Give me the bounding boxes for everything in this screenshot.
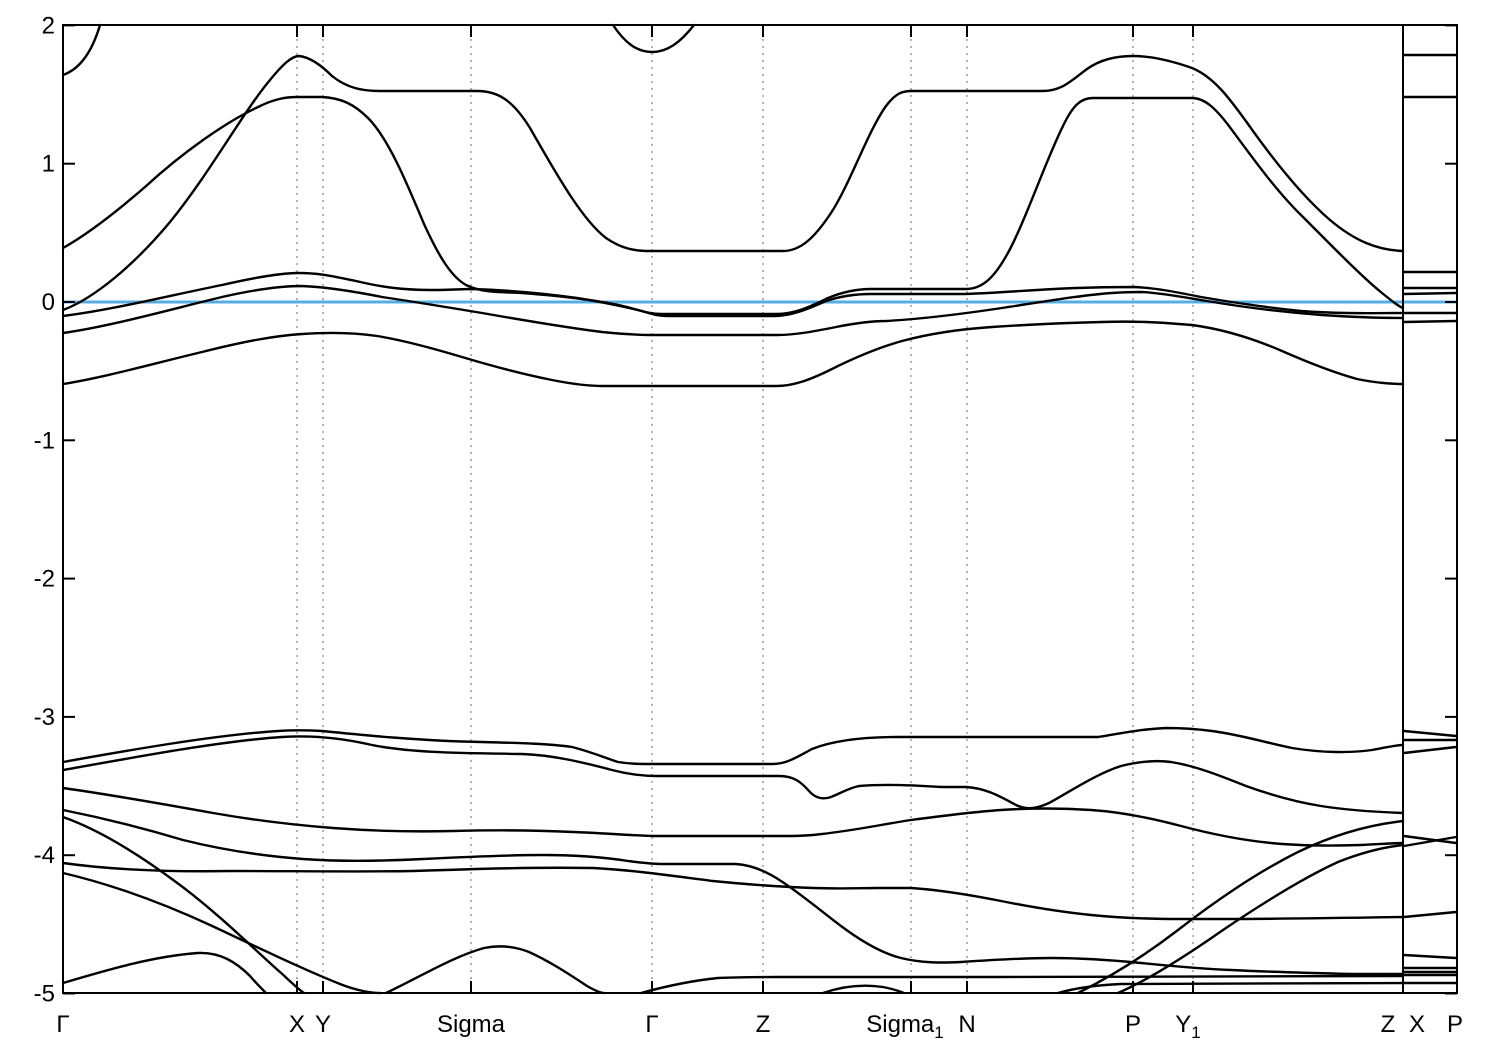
kpoint-label: Sigma1 — [866, 1011, 944, 1042]
kpoint-label: N — [958, 1011, 975, 1038]
band-path — [61, 23, 102, 77]
kpoint-label: P — [1125, 1011, 1141, 1038]
band-path — [821, 984, 906, 995]
band-path — [61, 320, 1405, 388]
side-band-segment — [1403, 319, 1457, 324]
y-axis-label: -3 — [34, 704, 55, 731]
kpoint-label: Sigma — [437, 1011, 506, 1038]
side-band-segment — [1403, 834, 1457, 845]
y-axis-label: -1 — [34, 427, 55, 454]
band-path — [61, 54, 1405, 312]
band-path — [61, 786, 1405, 847]
y-axis-label: 1 — [42, 151, 55, 178]
band-path — [61, 871, 382, 995]
side-band-segment — [1403, 953, 1457, 960]
band-path — [61, 95, 1405, 316]
band-path — [61, 861, 1405, 921]
kpoint-label: Γ — [645, 1011, 658, 1038]
y-axis-label: -4 — [34, 842, 55, 869]
side-band-segment — [1403, 835, 1457, 848]
kpoint-label: Y — [315, 1011, 331, 1038]
band-path — [611, 23, 696, 54]
band-path — [1076, 819, 1405, 995]
band-path — [61, 726, 1405, 766]
side-band-segment — [1403, 729, 1457, 738]
plot-border — [62, 24, 1458, 994]
side-band-segment — [1403, 291, 1457, 296]
band-path — [1116, 843, 1405, 995]
side-band-segment — [1403, 745, 1457, 755]
band-path — [61, 735, 1405, 815]
y-axis-label: 2 — [42, 12, 55, 39]
band-path — [639, 974, 1405, 995]
kpoint-label: Y1 — [1175, 1011, 1200, 1042]
y-axis-label: 0 — [42, 289, 55, 316]
y-axis-label: -5 — [34, 981, 55, 1008]
kpoint-label: Z — [756, 1011, 771, 1038]
kpoint-label: Z — [1381, 1011, 1396, 1038]
kpoint-label: Γ — [56, 1011, 69, 1038]
y-axis-label: -2 — [34, 566, 55, 593]
band-path — [1056, 981, 1405, 995]
band-path — [61, 815, 306, 995]
side-band-segment — [1403, 910, 1457, 919]
band-path — [61, 271, 1405, 318]
band-path — [61, 284, 1405, 337]
band-path — [61, 808, 1405, 976]
kpoint-label: P — [1447, 1011, 1463, 1038]
kpoint-label: X — [1409, 1011, 1425, 1038]
band-path — [61, 951, 268, 995]
kpoint-label: X — [289, 1011, 305, 1038]
band-path — [384, 945, 606, 995]
